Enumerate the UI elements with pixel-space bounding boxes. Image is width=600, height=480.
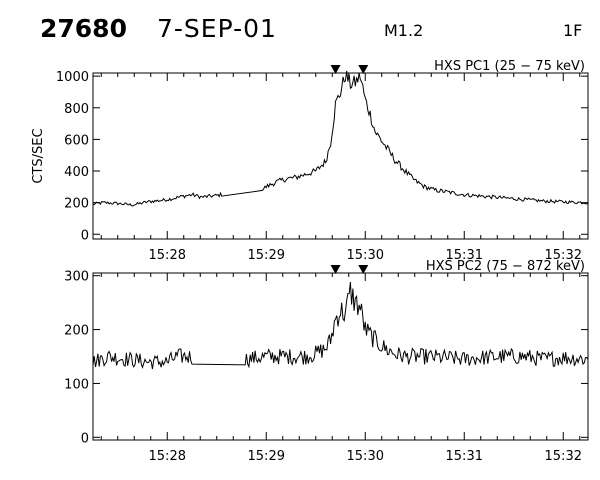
- x-tick-label: 15:32: [545, 248, 582, 263]
- x-tick-label: 15:32: [545, 449, 582, 464]
- goes-class: M1.2: [384, 21, 424, 40]
- light-curve: [92, 281, 589, 370]
- interval-marker: [358, 265, 369, 274]
- panel-title: HXS PC2 (75 − 872 keV): [426, 259, 585, 274]
- y-tick-label: 1000: [56, 70, 89, 85]
- light-curve: [92, 70, 589, 207]
- y-tick-label: 300: [64, 270, 89, 285]
- plot-frame: [92, 72, 589, 240]
- x-tick-label: 15:28: [149, 449, 186, 464]
- interval-marker: [330, 265, 341, 274]
- plot-frame: [92, 272, 589, 441]
- x-tick-label: 15:29: [248, 449, 285, 464]
- y-tick-label: 600: [64, 133, 89, 148]
- panel-title: HXS PC1 (25 − 75 keV): [434, 59, 585, 74]
- x-tick-label: 15:30: [347, 248, 384, 263]
- x-tick-label: 15:31: [446, 449, 483, 464]
- y-tick-label: 200: [64, 324, 89, 339]
- x-tick-label: 15:29: [248, 248, 285, 263]
- panel-pc2: 0 100 200 300 15:28 15:29 15:30 15:31 15:32 HXS P…: [64, 259, 589, 464]
- x-tick-label: 15:30: [347, 449, 384, 464]
- y-tick-label: 200: [64, 197, 89, 212]
- y-tick-label: 100: [64, 377, 89, 392]
- y-tick-label: 400: [64, 165, 89, 180]
- y-tick-label: 800: [64, 102, 89, 117]
- panel-pc1: 0 200 400 600 800 1000 15:28 15:29 15:30 15:31 15:…: [31, 59, 589, 263]
- x-tick-label: 15:28: [149, 248, 186, 263]
- y-tick-label: 0: [81, 228, 89, 243]
- flare-date: 7-SEP-01: [157, 14, 277, 43]
- flare-event-number: 27680: [40, 14, 127, 43]
- x-tick-label: 15:31: [446, 248, 483, 263]
- y-axis-label: CTS/SEC: [31, 128, 46, 183]
- interval-marker: [358, 65, 369, 74]
- interval-marker: [330, 65, 341, 74]
- y-tick-label: 0: [81, 431, 89, 446]
- optical-class: 1F: [563, 21, 583, 40]
